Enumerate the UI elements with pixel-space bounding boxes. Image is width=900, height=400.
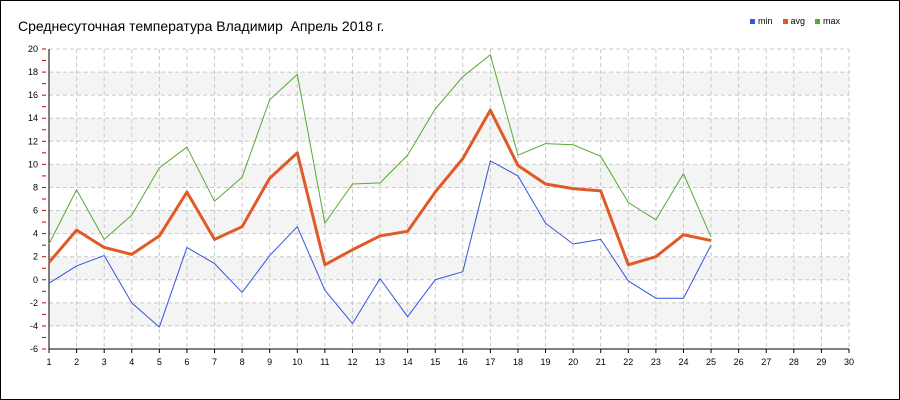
x-tick-label: 1 [46, 357, 51, 367]
series-line-min [48, 160, 712, 328]
legend-label-avg: avg [790, 16, 806, 26]
x-tick-label: 27 [761, 357, 771, 367]
x-tick-label: 8 [240, 357, 245, 367]
y-tick-label: -2 [30, 298, 38, 308]
legend-swatch-max [815, 18, 821, 24]
x-tick-label: 26 [734, 357, 744, 367]
x-tick-label: 17 [485, 357, 495, 367]
series-line-avg [47, 108, 712, 267]
grid-band [49, 302, 849, 326]
x-tick-label: 9 [267, 357, 272, 367]
x-tick-label: 3 [102, 357, 107, 367]
x-tick-label: 4 [129, 357, 134, 367]
y-tick-label: 2 [33, 252, 38, 262]
x-tick-label: 25 [706, 357, 716, 367]
x-tick-label: 2 [74, 357, 79, 367]
x-tick-label: 30 [844, 357, 854, 367]
x-tick-label: 15 [430, 357, 440, 367]
x-tick-label: 23 [651, 357, 661, 367]
y-tick-label: 4 [33, 229, 38, 239]
y-tick-label: 6 [33, 206, 38, 216]
x-tick-label: 13 [375, 357, 385, 367]
legend-item-min: min [750, 16, 773, 26]
x-tick-label: 7 [212, 357, 217, 367]
y-tick-label: -4 [30, 321, 38, 331]
x-tick-label: 29 [816, 357, 826, 367]
x-tick-label: 28 [789, 357, 799, 367]
legend-label-max: max [823, 16, 841, 26]
x-tick-label: 20 [568, 357, 578, 367]
x-tick-label: 22 [623, 357, 633, 367]
legend-swatch-avg [782, 18, 788, 24]
x-tick-label: 6 [184, 357, 189, 367]
y-tick-label: 20 [28, 44, 38, 54]
y-tick-label: 0 [33, 275, 38, 285]
series-line-max [48, 54, 712, 245]
grid-band [49, 118, 849, 142]
x-tick-label: 10 [292, 357, 302, 367]
x-tick-label: 19 [541, 357, 551, 367]
legend-label-min: min [758, 16, 773, 26]
y-tick-label: 16 [28, 90, 38, 100]
y-tick-label: -6 [30, 344, 38, 354]
legend-swatch-min [750, 18, 755, 24]
x-tick-label: 16 [458, 357, 468, 367]
legend-item-avg: avg [782, 16, 806, 26]
chart-title: Среднесуточная температура Владимир Апре… [18, 18, 385, 34]
y-tick-label: 10 [28, 159, 38, 169]
y-tick-label: 8 [33, 182, 38, 192]
y-tick-label: 12 [28, 136, 38, 146]
legend-item-max: max [815, 16, 840, 26]
y-tick-label: 18 [28, 67, 38, 77]
x-tick-label: 11 [320, 357, 329, 367]
y-tick-label: 14 [28, 113, 38, 123]
grid-band [49, 256, 849, 280]
x-tick-label: 14 [403, 357, 413, 367]
x-tick-label: 5 [157, 357, 162, 367]
x-tick-label: 21 [596, 357, 606, 367]
x-tick-label: 24 [678, 357, 688, 367]
grid-band [49, 72, 849, 96]
x-tick-label: 18 [513, 357, 523, 367]
x-tick-label: 12 [347, 357, 357, 367]
chart-legend: min avg max [750, 16, 840, 26]
